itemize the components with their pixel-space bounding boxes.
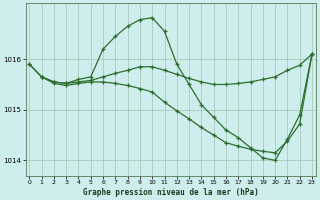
X-axis label: Graphe pression niveau de la mer (hPa): Graphe pression niveau de la mer (hPa) [83, 188, 259, 197]
